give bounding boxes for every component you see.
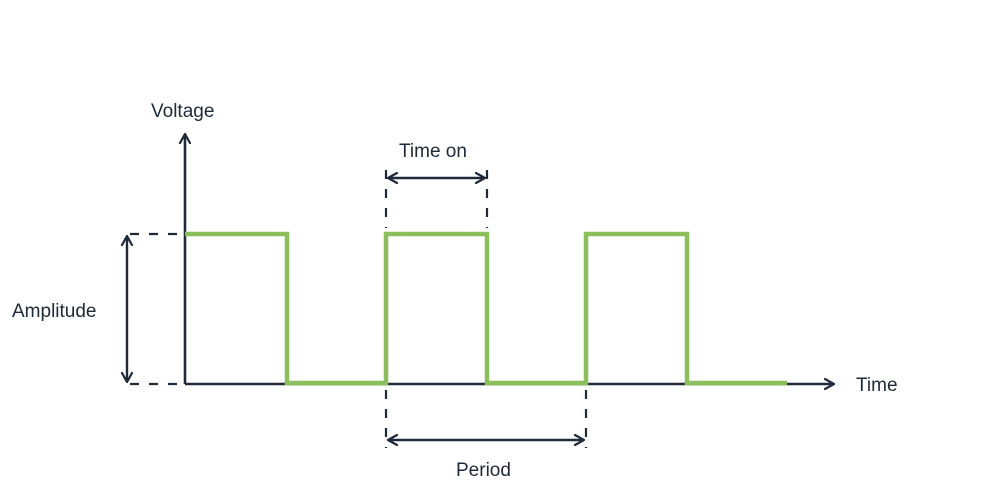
amplitude-label: Amplitude <box>12 301 97 322</box>
x-axis-label: Time <box>856 375 898 396</box>
square-wave-signal <box>185 234 787 383</box>
time-on-label: Time on <box>399 141 467 162</box>
y-axis-label: Voltage <box>151 101 214 122</box>
period-label: Period <box>456 460 511 481</box>
